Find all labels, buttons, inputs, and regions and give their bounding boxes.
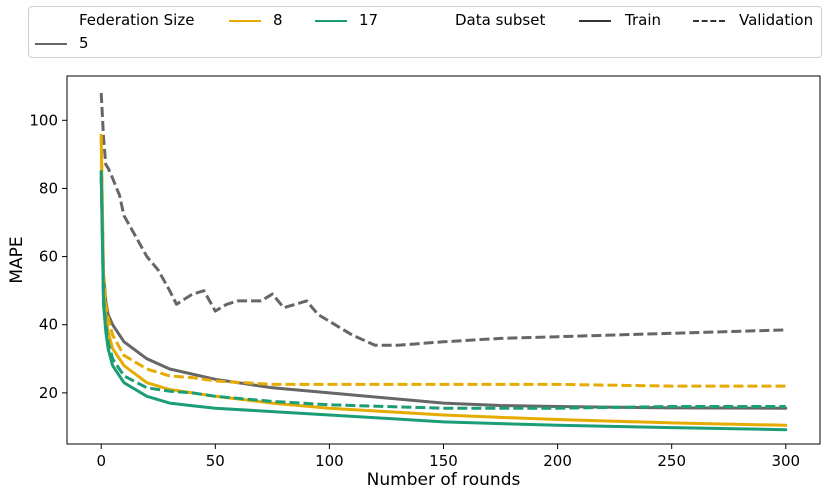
y-tick-label: 80 [39, 179, 58, 197]
y-axis-ticks: 20 40 60 80 100 [29, 111, 67, 402]
legend: Federation Size 5 8 17 Data subset Train… [28, 6, 822, 58]
series-line-17-train [99, 169, 788, 432]
series-line-8-train [99, 135, 788, 427]
x-tick-label: 300 [771, 452, 800, 470]
x-axis-ticks: 0 50 100 150 200 250 300 [96, 444, 800, 470]
series-line-8-validation [99, 133, 786, 388]
x-tick-label: 0 [96, 452, 106, 470]
legend-label-5: 5 [79, 34, 89, 52]
legend-hue-title: Federation Size [79, 11, 195, 29]
y-tick-label: 60 [39, 248, 58, 266]
y-tick-label: 100 [29, 111, 58, 129]
legend-label-train: Train [625, 11, 661, 29]
legend-swatch-train [579, 20, 611, 22]
legend-label-17: 17 [359, 11, 379, 29]
legend-swatch-validation [693, 20, 725, 22]
x-tick-label: 150 [429, 452, 458, 470]
y-tick-label: 40 [39, 316, 58, 334]
legend-swatch-8 [229, 20, 261, 22]
series-layer [99, 92, 788, 432]
x-tick-label: 100 [315, 452, 344, 470]
series-line-5-train [99, 176, 788, 410]
x-axis-label: Number of rounds [367, 470, 521, 490]
legend-label-8: 8 [273, 11, 283, 29]
x-tick-label: 200 [543, 452, 572, 470]
y-tick-label: 20 [39, 384, 58, 402]
legend-style-title: Data subset [455, 11, 546, 29]
x-tick-label: 50 [206, 452, 225, 470]
legend-swatch-5 [35, 43, 67, 45]
plot-frame [66, 75, 821, 445]
y-axis-label: MAPE [7, 236, 27, 283]
legend-label-validation: Validation [739, 11, 814, 29]
series-line-5-validation [99, 92, 786, 347]
legend-swatch-17 [315, 20, 347, 22]
x-tick-label: 250 [657, 452, 686, 470]
